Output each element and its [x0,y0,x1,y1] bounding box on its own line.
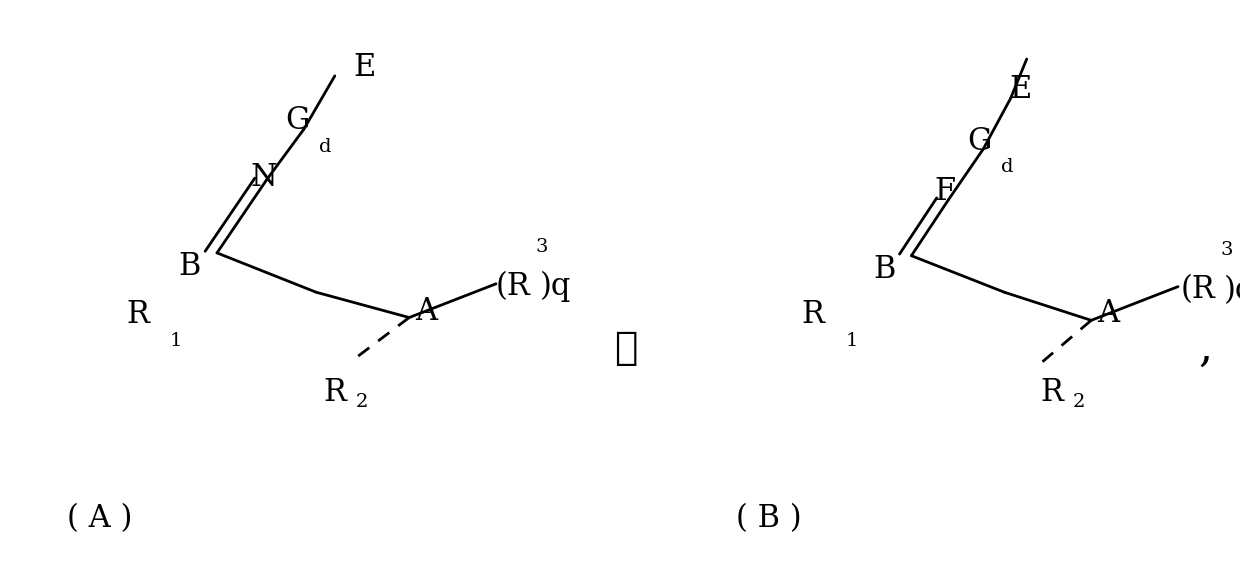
Text: B: B [873,254,895,285]
Text: ,: , [1198,327,1213,370]
Text: )q: )q [539,271,570,302]
Text: ( B ): ( B ) [737,503,801,534]
Text: G: G [967,126,992,157]
Text: G: G [285,105,310,137]
Text: A: A [415,296,438,328]
Text: R: R [324,377,346,407]
Text: R: R [126,299,149,330]
Text: R: R [802,299,825,330]
Text: ( A ): ( A ) [67,503,131,534]
Text: )q: )q [1224,274,1240,306]
Text: 和: 和 [615,329,637,368]
Text: F: F [934,175,956,207]
Text: 1: 1 [170,332,182,350]
Text: (R: (R [496,271,531,302]
Text: 3: 3 [1220,241,1233,259]
Text: d: d [1001,158,1013,176]
Text: E: E [353,52,376,83]
Text: R: R [1040,377,1063,407]
Text: 2: 2 [356,393,368,411]
Text: A: A [1097,298,1120,329]
Text: 1: 1 [846,332,858,350]
Text: (R: (R [1180,274,1215,306]
Text: 2: 2 [1073,393,1085,411]
Text: d: d [319,138,331,156]
Text: N: N [250,161,278,193]
Text: B: B [179,251,201,283]
Text: 3: 3 [536,238,548,256]
Text: E: E [1009,74,1032,106]
